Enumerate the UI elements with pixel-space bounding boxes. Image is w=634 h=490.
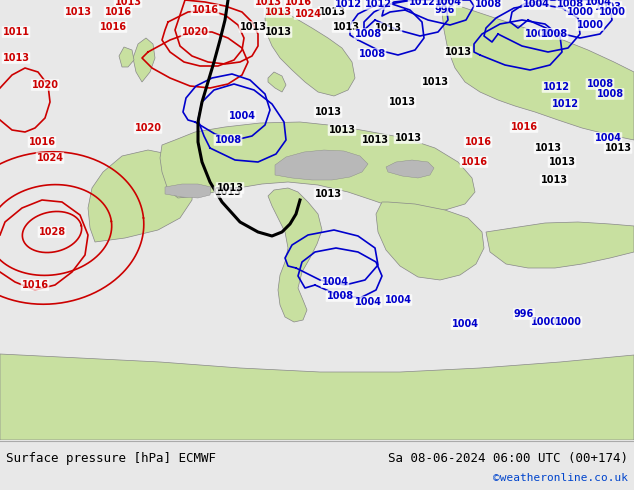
Text: ©weatheronline.co.uk: ©weatheronline.co.uk <box>493 473 628 483</box>
Text: 1013: 1013 <box>254 0 281 7</box>
Text: 1012: 1012 <box>365 0 392 9</box>
Text: 1004: 1004 <box>228 111 256 121</box>
Text: 1008: 1008 <box>327 291 354 301</box>
Polygon shape <box>275 150 368 180</box>
Text: Sa 08-06-2024 06:00 UTC (00+174): Sa 08-06-2024 06:00 UTC (00+174) <box>388 451 628 465</box>
Text: 1013: 1013 <box>216 183 243 193</box>
Text: 1008: 1008 <box>524 29 552 39</box>
Text: 1008: 1008 <box>214 135 242 145</box>
Text: 1004: 1004 <box>354 297 382 307</box>
Text: 1013: 1013 <box>264 7 292 17</box>
Text: 996: 996 <box>514 309 534 319</box>
Text: 1016: 1016 <box>29 137 56 147</box>
Text: 1011: 1011 <box>3 27 30 37</box>
Polygon shape <box>119 47 134 67</box>
Text: 1013: 1013 <box>332 22 359 32</box>
Text: 1016: 1016 <box>191 5 219 15</box>
Text: 1013: 1013 <box>444 47 472 57</box>
Text: 1013: 1013 <box>314 189 342 199</box>
Text: 1013: 1013 <box>240 22 266 32</box>
Text: 1012: 1012 <box>408 0 436 7</box>
Text: 1013: 1013 <box>314 107 342 117</box>
Text: 1016: 1016 <box>22 280 48 290</box>
Text: 1013: 1013 <box>318 7 346 17</box>
Text: 1004: 1004 <box>451 319 479 329</box>
Text: 1020: 1020 <box>181 27 209 37</box>
Text: 1013: 1013 <box>65 7 91 17</box>
Text: 1013: 1013 <box>394 133 422 143</box>
Text: 1012: 1012 <box>543 82 569 92</box>
Text: 1024: 1024 <box>37 153 63 163</box>
Polygon shape <box>133 38 155 82</box>
Text: 1004: 1004 <box>384 295 411 305</box>
Text: 1028: 1028 <box>39 227 65 237</box>
Text: 1013: 1013 <box>361 135 389 145</box>
Text: 1012: 1012 <box>335 0 361 9</box>
Text: 1008: 1008 <box>586 79 614 89</box>
Polygon shape <box>268 72 286 92</box>
Polygon shape <box>386 160 434 178</box>
Text: 996: 996 <box>435 5 455 15</box>
Text: 1016: 1016 <box>100 22 127 32</box>
Text: Surface pressure [hPa] ECMWF: Surface pressure [hPa] ECMWF <box>6 451 216 465</box>
Text: 1013: 1013 <box>604 143 631 153</box>
Polygon shape <box>440 0 634 140</box>
Text: 1013: 1013 <box>375 23 401 33</box>
Text: 1008: 1008 <box>557 0 583 9</box>
Text: 1013: 1013 <box>548 157 576 167</box>
Text: 1008: 1008 <box>540 29 567 39</box>
Text: 1008: 1008 <box>597 89 624 99</box>
Text: 1004: 1004 <box>522 0 550 9</box>
Text: 1004: 1004 <box>595 133 621 143</box>
Text: 1024: 1024 <box>295 9 321 19</box>
Polygon shape <box>268 188 322 322</box>
Text: 1016: 1016 <box>510 122 538 132</box>
Text: 1013: 1013 <box>214 187 242 197</box>
Text: 1000: 1000 <box>576 20 604 30</box>
Text: 1013: 1013 <box>422 77 448 87</box>
Polygon shape <box>376 202 484 280</box>
Text: 1020: 1020 <box>134 123 162 133</box>
Text: 1016: 1016 <box>460 157 488 167</box>
Text: 1013: 1013 <box>115 0 141 7</box>
Text: 1008: 1008 <box>358 49 385 59</box>
Text: 1016: 1016 <box>285 0 311 7</box>
Text: 1013: 1013 <box>3 53 30 63</box>
Text: 1012: 1012 <box>552 99 578 109</box>
Text: 1016: 1016 <box>465 137 491 147</box>
Polygon shape <box>160 122 475 212</box>
Polygon shape <box>486 222 634 268</box>
Polygon shape <box>165 184 211 198</box>
Text: 1004: 1004 <box>321 277 349 287</box>
Text: 1003: 1003 <box>595 2 621 12</box>
Text: 1013: 1013 <box>534 143 562 153</box>
Text: 1000: 1000 <box>531 317 557 327</box>
Polygon shape <box>88 150 193 242</box>
Text: 1004: 1004 <box>585 0 612 7</box>
Text: 1000: 1000 <box>598 7 626 17</box>
Text: 1008: 1008 <box>474 0 501 9</box>
Text: 1000: 1000 <box>555 317 581 327</box>
Text: 1013: 1013 <box>541 175 567 185</box>
Text: 1008: 1008 <box>354 29 382 39</box>
Polygon shape <box>265 0 355 96</box>
Text: 1016: 1016 <box>105 7 131 17</box>
Polygon shape <box>0 354 634 440</box>
Text: 1013: 1013 <box>264 27 292 37</box>
Text: 1020: 1020 <box>32 80 58 90</box>
Text: 1004: 1004 <box>434 0 462 7</box>
Text: 1000: 1000 <box>567 7 593 17</box>
Text: 1013: 1013 <box>328 125 356 135</box>
Text: 1013: 1013 <box>389 97 415 107</box>
